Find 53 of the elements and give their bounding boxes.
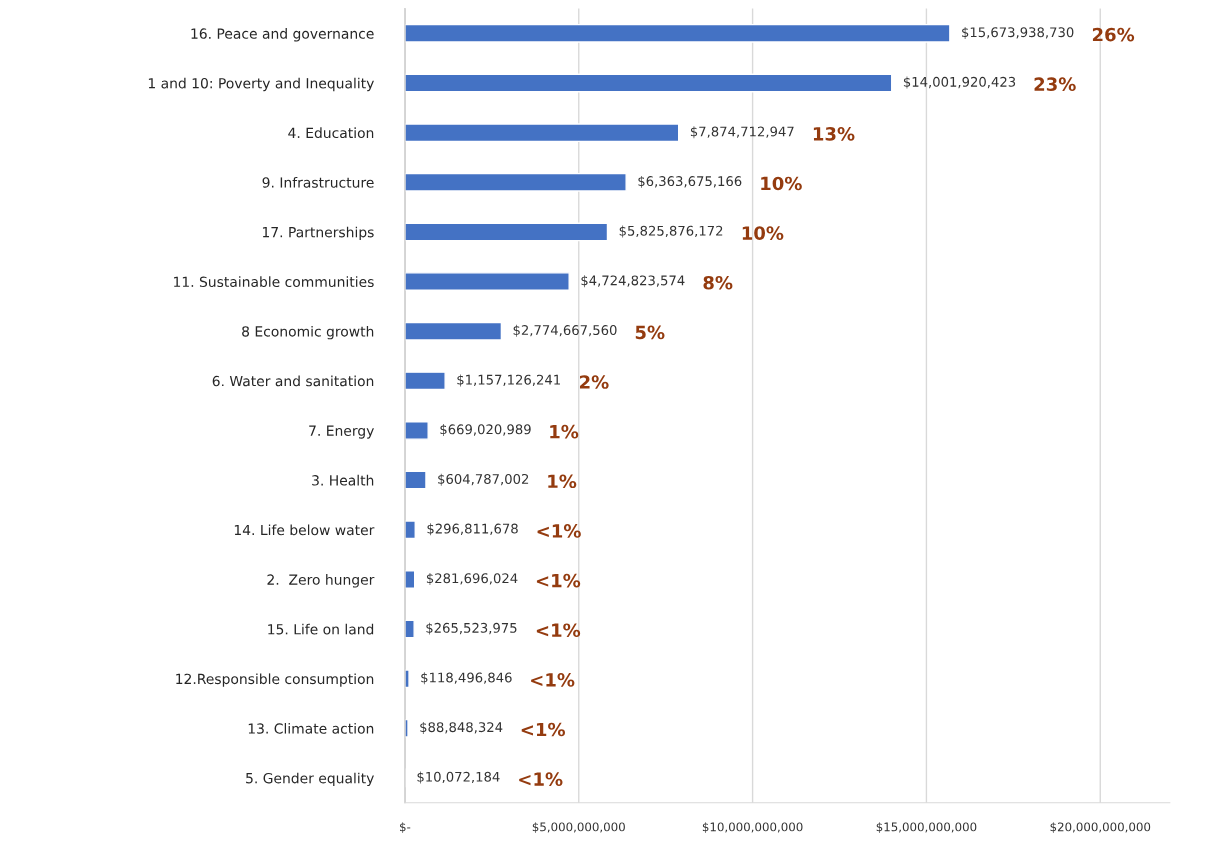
data-label: $265,523,975: [426, 622, 517, 635]
annotation: <1%: [537, 524, 581, 538]
y-tick-label: 15. Life on land: [268, 623, 374, 635]
annotation: 2%: [579, 375, 609, 389]
y-tick-label: 2. Zero hunger: [267, 574, 375, 588]
y-tick-label: 8 Economic growth: [242, 325, 374, 340]
annotation: <1%: [536, 623, 581, 638]
y-tick-label: 3. Health: [312, 474, 374, 486]
y-tick-label: 14. Life below water: [234, 524, 375, 536]
data-label: $281,696,024: [426, 573, 518, 585]
data-label: $1,157,126,241: [457, 374, 560, 387]
y-tick-label: 9. Infrastructure: [262, 177, 374, 188]
data-label: $15,673,938,730: [962, 26, 1074, 39]
y-tick-label: 6. Water and sanitation: [212, 375, 374, 387]
data-label: $2,774,667,560: [513, 324, 617, 337]
y-tick-label: 7. Energy: [309, 425, 374, 439]
y-tick-label: 4. Education: [288, 127, 374, 139]
x-tick-label: $20,000,000,000: [1050, 822, 1151, 833]
data-label: $7,874,712,947: [690, 126, 794, 139]
y-tick-label: 1 and 10: Poverty and Inequality: [148, 77, 374, 92]
annotation: 23%: [1034, 77, 1076, 92]
x-tick-label: $10,000,000,000: [702, 822, 803, 833]
annotation: 13%: [813, 127, 855, 141]
data-label: $118,496,846: [421, 672, 512, 685]
annotation: 26%: [1092, 27, 1135, 42]
y-tick-label: 16. Peace and governance: [191, 28, 374, 42]
y-tick-label: 5. Gender equality: [246, 772, 374, 787]
data-label: $604,787,002: [438, 473, 529, 486]
data-label: $10,072,184: [417, 771, 500, 784]
data-label: $88,848,324: [420, 721, 503, 734]
annotation: 1%: [550, 424, 579, 439]
data-label: $296,811,678: [427, 523, 518, 536]
annotation: 10%: [742, 226, 784, 240]
annotation: 8%: [703, 275, 733, 290]
annotation: <1%: [536, 573, 581, 588]
annotation: 5%: [635, 325, 665, 340]
y-tick-label: 13. Climate action: [248, 723, 374, 734]
annotation: <1%: [519, 772, 563, 786]
data-label: $6,363,675,166: [638, 175, 742, 188]
data-label: $4,724,823,574: [581, 275, 685, 288]
y-tick-label: 12.Responsible consumption: [176, 673, 374, 687]
y-tick-label: 17. Partnerships: [262, 226, 374, 241]
x-tick-label: $5,000,000,000: [532, 822, 625, 833]
annotation: <1%: [521, 722, 565, 737]
annotation: <1%: [531, 673, 575, 687]
annotation: 10%: [761, 176, 802, 191]
data-label: $669,020,989: [440, 424, 531, 437]
data-label: $14,001,920,423: [903, 76, 1016, 89]
y-tick-label: 11. Sustainable communities: [174, 276, 374, 288]
data-label: $5,825,876,172: [619, 225, 723, 238]
x-tick-label: $-: [400, 822, 411, 833]
annotation: 1%: [548, 474, 577, 489]
x-tick-label: $15,000,000,000: [876, 822, 977, 833]
